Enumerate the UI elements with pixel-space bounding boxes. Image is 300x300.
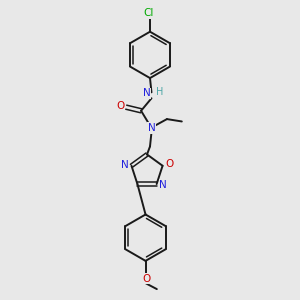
Text: N: N: [148, 123, 155, 133]
Text: N: N: [159, 180, 167, 190]
Text: H: H: [155, 87, 163, 97]
Text: O: O: [116, 101, 124, 111]
Text: O: O: [165, 159, 173, 169]
Text: N: N: [142, 88, 150, 98]
Text: N: N: [121, 160, 129, 170]
Text: O: O: [142, 274, 151, 284]
Text: Cl: Cl: [143, 8, 154, 18]
